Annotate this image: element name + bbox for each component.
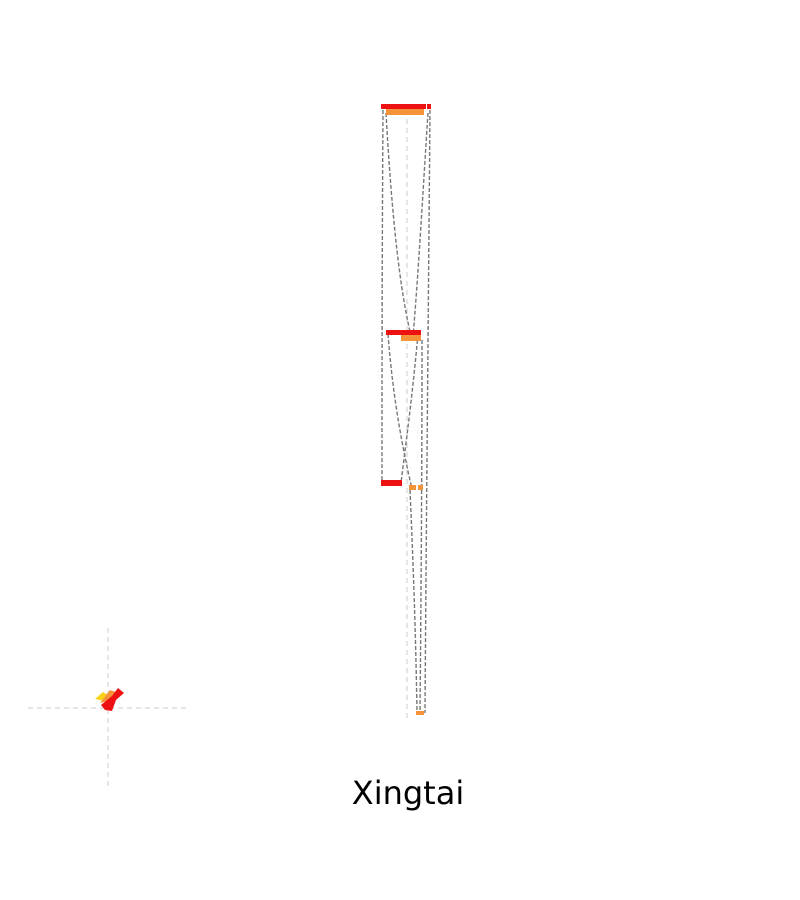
locator-glyph (95, 688, 124, 711)
link-mid-right-to-bottom (419, 339, 423, 714)
guide-lines (28, 110, 408, 788)
bottom-band-secondary (416, 711, 424, 715)
link-lower-to-bottom (409, 489, 418, 714)
top-band-primary (381, 104, 426, 109)
locator-glyph-red (101, 688, 124, 711)
mid-band-primary (386, 330, 421, 335)
lower-band-secondary-a (409, 485, 416, 490)
link-top-right-to-bottom (424, 109, 431, 714)
mid-band-secondary (401, 335, 421, 341)
location-caption: Xingtai (351, 774, 465, 812)
link-top-left-cross-to-mid (385, 112, 412, 337)
lower-band-primary (381, 480, 402, 486)
lower-band-secondary-b (418, 485, 423, 490)
link-mid-left-to-lower (387, 333, 413, 490)
link-mid-right-to-lower-left (400, 333, 419, 484)
station-bands (381, 104, 431, 715)
top-band-secondary (386, 109, 424, 115)
connection-links (381, 109, 431, 714)
link-top-left-to-lower-left (381, 109, 384, 484)
top-band-primary-end (427, 104, 431, 109)
link-top-right-cross-to-mid (412, 112, 429, 337)
